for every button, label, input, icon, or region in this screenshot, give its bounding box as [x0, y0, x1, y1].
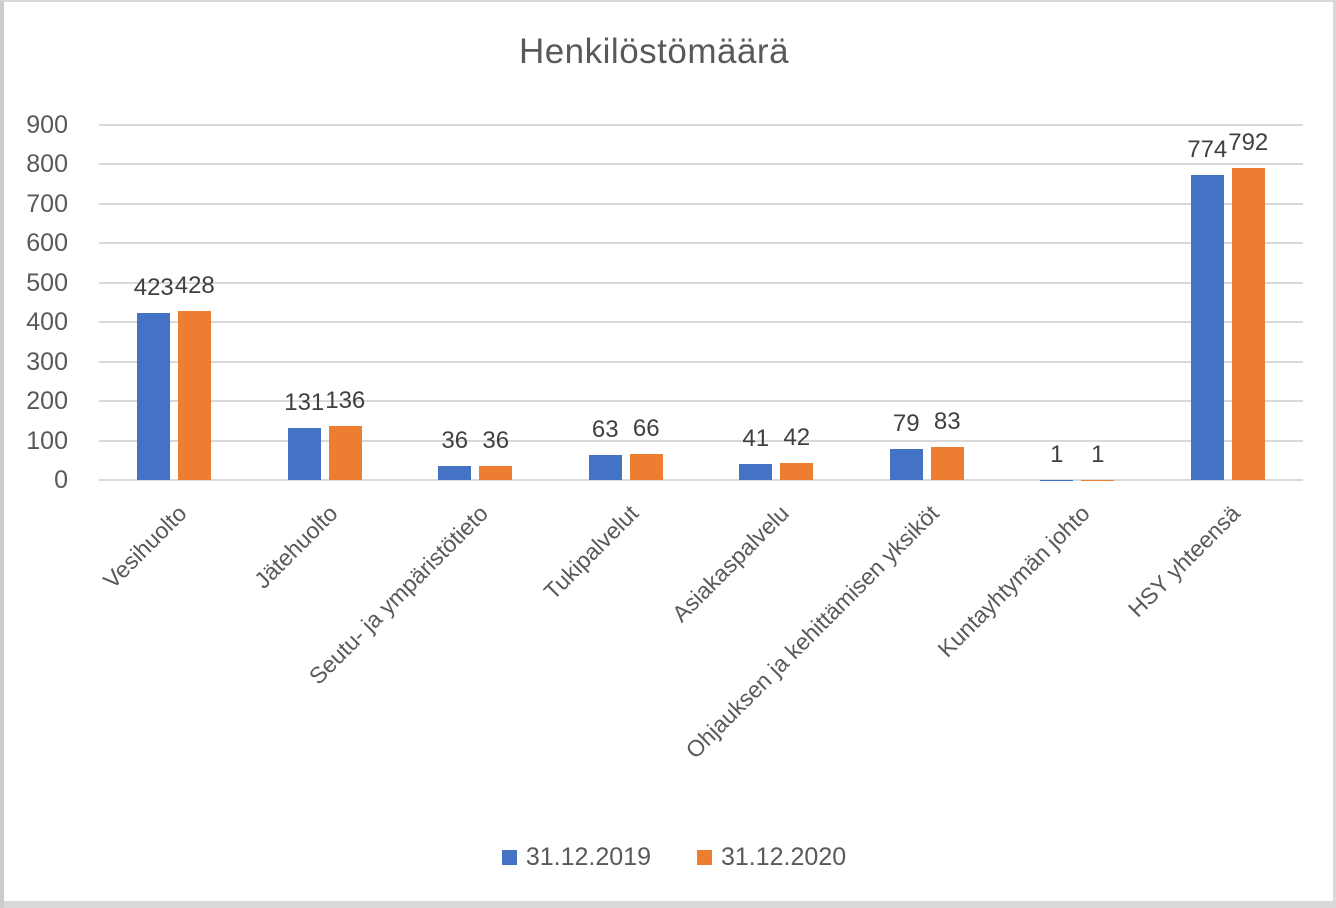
y-axis-tick-label: 700 — [26, 189, 68, 218]
y-axis-tick-label: 600 — [26, 229, 68, 258]
y-axis-tick-label: 300 — [26, 347, 68, 376]
x-axis-category-label: Ohjauksen ja kehittämisen yksiköt — [680, 500, 945, 764]
bar-31.12.2019 — [889, 448, 923, 480]
legend: 31.12.2019 31.12.2020 — [4, 843, 1333, 872]
gridline — [99, 124, 1303, 126]
bar-value-label: 792 — [1228, 128, 1269, 156]
bar-value-label: 41 — [742, 424, 770, 452]
y-axis-tick-label: 800 — [26, 150, 68, 179]
gridline — [99, 400, 1303, 403]
x-axis-category-label: Tukipalvelut — [538, 500, 644, 605]
bar-value-label: 42 — [783, 424, 811, 452]
y-axis-tick-label: 500 — [26, 268, 68, 297]
bar-31.12.2020 — [780, 463, 814, 480]
y-axis-tick-label: 900 — [26, 111, 68, 139]
bar-31.12.2019 — [739, 463, 773, 480]
bar-value-label: 66 — [632, 414, 660, 442]
gridline — [99, 163, 1303, 166]
bar-value-label: 423 — [133, 274, 174, 302]
bar-value-label: 1 — [1091, 440, 1105, 468]
legend-item: 31.12.2020 — [697, 843, 846, 872]
y-axis-tick-label: 400 — [26, 308, 68, 337]
gridline — [99, 242, 1303, 245]
bar-value-label: 136 — [325, 387, 366, 415]
y-axis-tick-label: 200 — [26, 387, 68, 416]
gridline — [99, 439, 1303, 442]
legend-swatch — [501, 850, 517, 865]
gridline — [99, 479, 1303, 481]
bar-value-label: 774 — [1187, 135, 1228, 163]
bar-31.12.2020 — [930, 447, 964, 480]
bar-value-label: 131 — [284, 389, 325, 417]
legend-label: 31.12.2020 — [721, 843, 847, 871]
x-axis-category-label: Jätehuolto — [248, 500, 343, 594]
bar-31.12.2019 — [137, 313, 171, 480]
y-axis-tick-label: 0 — [54, 466, 68, 494]
bar-31.12.2020 — [1231, 167, 1265, 480]
gridline — [99, 321, 1303, 324]
bar-value-label: 36 — [482, 426, 510, 454]
bar-value-label: 428 — [174, 272, 215, 300]
chart-title: Henkilöstömäärä — [518, 32, 790, 71]
bar-value-label: 83 — [933, 408, 961, 436]
bar-31.12.2019 — [438, 465, 472, 480]
bar-31.12.2020 — [328, 426, 362, 480]
bar-31.12.2020 — [178, 311, 212, 480]
gridline — [99, 202, 1303, 205]
gridline — [99, 360, 1303, 363]
x-axis-category-label: HSY yhteensä — [1123, 500, 1246, 623]
bar-value-label: 36 — [441, 426, 469, 454]
legend-item: 31.12.2019 — [501, 843, 651, 872]
bar-31.12.2019 — [1190, 174, 1224, 480]
bar-31.12.2020 — [479, 465, 513, 480]
bar-31.12.2020 — [629, 453, 663, 480]
legend-swatch — [697, 850, 712, 865]
x-axis-category-label: Kuntayhtymän johto — [932, 500, 1095, 663]
bar-31.12.2019 — [588, 455, 622, 480]
bar-31.12.2019 — [287, 428, 321, 480]
legend-label: 31.12.2019 — [525, 843, 651, 871]
bottom-border-strip — [4, 901, 1333, 908]
bar-value-label: 63 — [591, 416, 619, 444]
y-axis-tick-label: 100 — [26, 426, 68, 455]
x-axis-category-label: Vesihuolto — [98, 500, 192, 594]
bar-value-label: 1 — [1050, 440, 1064, 468]
bar-value-label: 79 — [892, 409, 920, 437]
x-axis-category-label: Asiakaspalvelu — [666, 500, 794, 627]
gridline — [99, 281, 1303, 284]
